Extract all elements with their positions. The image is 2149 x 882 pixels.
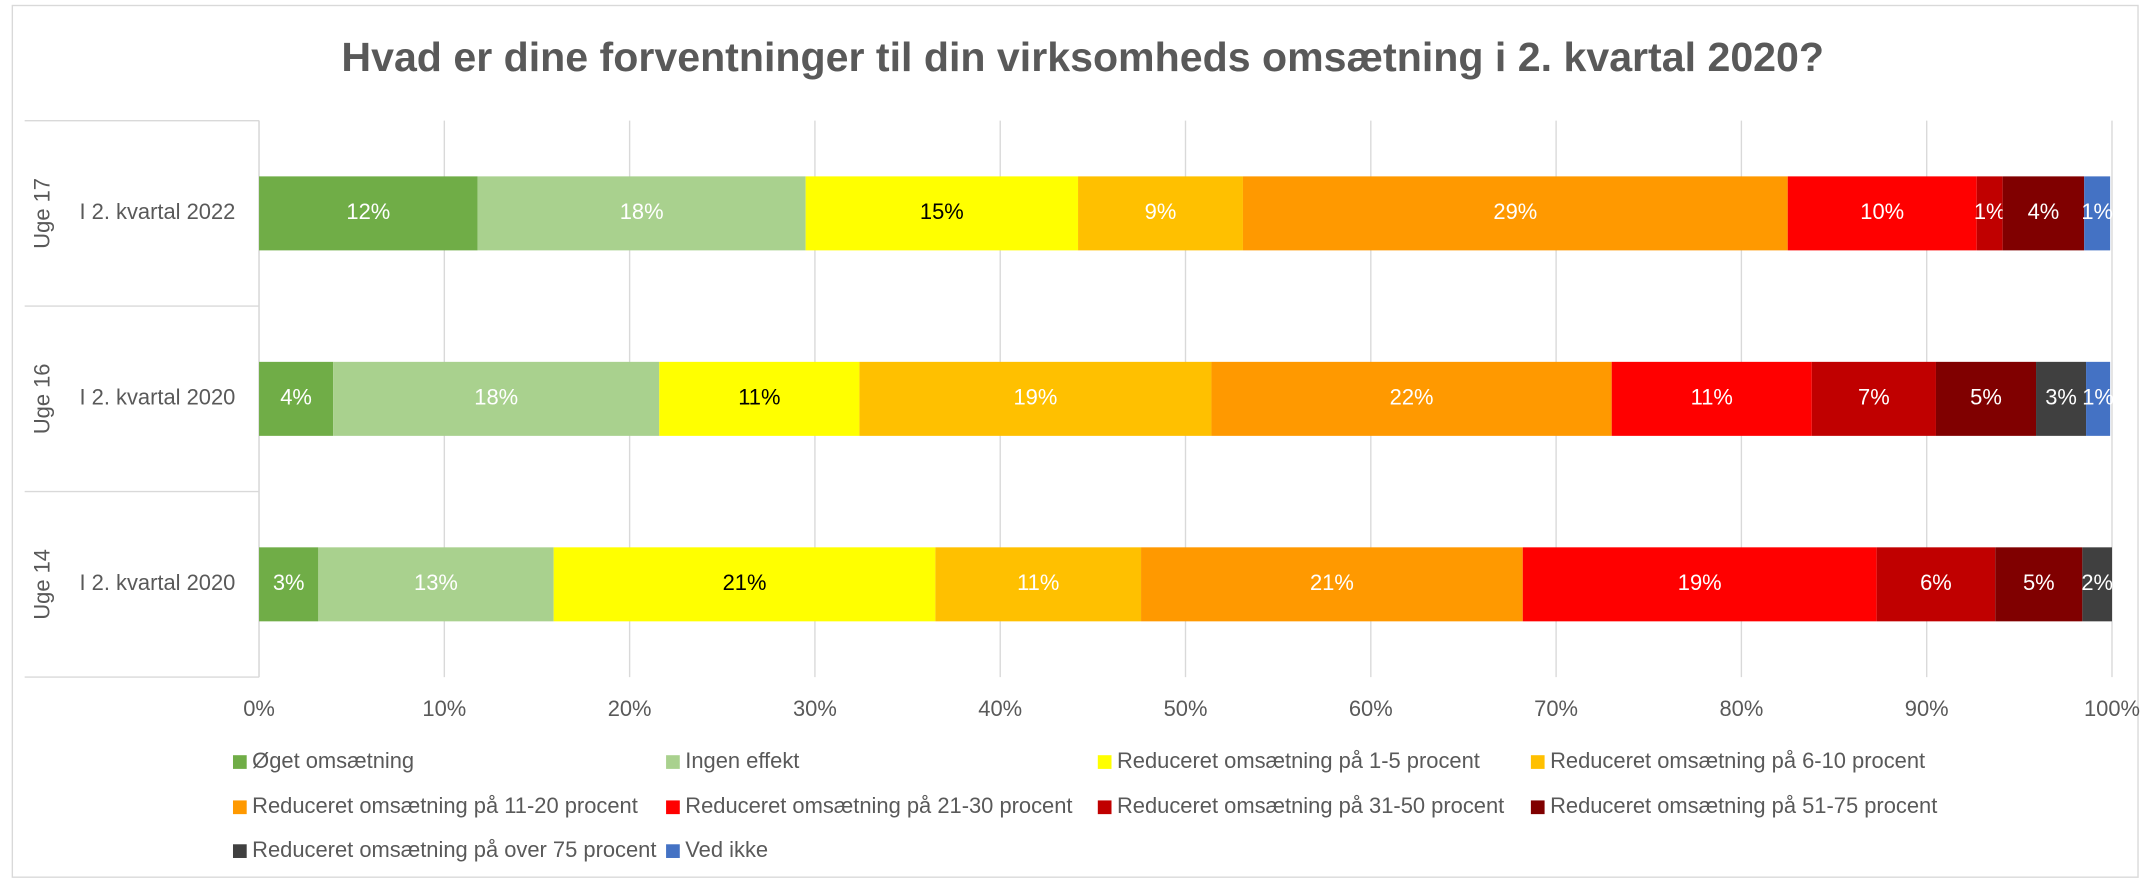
- group-label: Uge 14: [30, 549, 55, 620]
- bar-segment: [259, 361, 334, 436]
- x-tick-label: 50%: [1164, 696, 1208, 721]
- legend-swatch: [232, 755, 247, 769]
- x-tick-label: 100%: [2084, 696, 2140, 721]
- bar-segment: [1976, 176, 2003, 251]
- x-tick-label: 60%: [1349, 696, 1393, 721]
- bar-segment: [553, 547, 936, 622]
- data-label: 2%: [2081, 570, 2113, 595]
- legend-label: Ved ikke: [685, 837, 768, 862]
- x-tick-label: 10%: [422, 696, 466, 721]
- bar-segment: [259, 547, 319, 622]
- data-label: 3%: [273, 570, 305, 595]
- data-label: 5%: [2023, 570, 2055, 595]
- y-tick-label: I 2. kvartal 2020: [79, 570, 235, 595]
- bar-segment: [2084, 176, 2111, 251]
- x-tick-label: 40%: [978, 696, 1022, 721]
- bar-segment: [1811, 361, 1936, 436]
- bar-segment: [2036, 361, 2087, 436]
- bar-segment: [318, 547, 554, 622]
- data-label: 13%: [414, 570, 458, 595]
- data-label: 7%: [1858, 385, 1890, 410]
- chart-frame: [11, 4, 2139, 878]
- bar-segment: [1876, 547, 1996, 622]
- legend-label: Ingen effekt: [685, 748, 799, 773]
- x-tick-label: 0%: [243, 696, 275, 721]
- legend-label: Reduceret omsætning på 6-10 procent: [1550, 748, 1925, 773]
- bar-segment: [935, 547, 1142, 622]
- group-label: Uge 16: [30, 364, 55, 435]
- data-label: 15%: [920, 199, 964, 224]
- bar-segment: [2086, 361, 2111, 436]
- legend-swatch: [1097, 800, 1112, 815]
- data-label: 12%: [346, 199, 390, 224]
- bar-segment: [259, 176, 478, 251]
- legend-swatch: [232, 844, 247, 858]
- legend-label: Reduceret omsætning på 11-20 procent: [252, 793, 638, 818]
- data-label: 1%: [2082, 385, 2114, 410]
- legend-swatch: [666, 844, 680, 858]
- bar-segment: [1242, 176, 1788, 251]
- data-label: 21%: [1310, 570, 1354, 595]
- data-label: 21%: [723, 570, 767, 595]
- bar-segment: [477, 176, 806, 251]
- data-label: 6%: [1920, 570, 1952, 595]
- legend-swatch: [1530, 800, 1545, 815]
- group-label: Uge 17: [30, 178, 55, 249]
- x-tick-label: 70%: [1534, 696, 1578, 721]
- data-label: 19%: [1678, 570, 1722, 595]
- y-tick-label: I 2. kvartal 2020: [79, 385, 235, 410]
- data-label: 10%: [1860, 199, 1904, 224]
- bar-segment: [1935, 361, 2037, 436]
- legend-swatch: [1530, 755, 1545, 769]
- bar-segment: [2082, 547, 2112, 622]
- bar-segment: [1522, 547, 1877, 622]
- legend-label: Reduceret omsætning på 51-75 procent: [1550, 793, 1937, 818]
- data-label: 11%: [1017, 570, 1059, 595]
- chart-title: Hvad er dine forventninger til din virks…: [341, 34, 1824, 80]
- bar-segment: [2002, 176, 2085, 251]
- x-tick-label: 90%: [1905, 696, 1949, 721]
- legend-label: Reduceret omsætning på 31-50 procent: [1117, 793, 1504, 818]
- bar-segment: [1995, 547, 2083, 622]
- legend-swatch: [666, 755, 680, 769]
- data-label: 11%: [738, 385, 780, 410]
- x-tick-label: 20%: [608, 696, 652, 721]
- data-label: 4%: [2028, 199, 2060, 224]
- legend-swatch: [1097, 755, 1112, 769]
- legend-label: Øget omsætning: [252, 748, 414, 773]
- data-label: 11%: [1691, 385, 1733, 410]
- bar-segment: [859, 361, 1212, 436]
- y-tick-label: I 2. kvartal 2022: [79, 199, 235, 224]
- x-tick-label: 30%: [793, 696, 837, 721]
- data-label: 19%: [1013, 385, 1057, 410]
- legend-swatch: [232, 800, 247, 815]
- x-tick-label: 80%: [1719, 696, 1763, 721]
- legend-label: Reduceret omsætning på 21-30 procent: [685, 793, 1072, 818]
- bar-segment: [1141, 547, 1523, 622]
- bar-segment: [333, 361, 660, 436]
- data-label: 5%: [1970, 385, 2002, 410]
- data-label: 4%: [280, 385, 312, 410]
- data-label: 18%: [620, 199, 664, 224]
- legend-swatch: [666, 800, 680, 815]
- legend-label: Reduceret omsætning på 1-5 procent: [1117, 748, 1480, 773]
- data-label: 29%: [1493, 199, 1537, 224]
- data-label: 22%: [1390, 385, 1434, 410]
- bar-segment: [1211, 361, 1612, 436]
- bar-segment: [805, 176, 1079, 251]
- bar-segment: [659, 361, 860, 436]
- data-label: 1%: [2081, 199, 2113, 224]
- data-label: 1%: [1974, 199, 2006, 224]
- bar-segment: [1078, 176, 1243, 251]
- bar-segment: [1787, 176, 1977, 251]
- legend-label: Reduceret omsætning på over 75 procent: [252, 837, 656, 862]
- bar-segment: [1611, 361, 1812, 436]
- data-label: 3%: [2045, 385, 2077, 410]
- data-label: 9%: [1145, 199, 1177, 224]
- data-label: 18%: [474, 385, 518, 410]
